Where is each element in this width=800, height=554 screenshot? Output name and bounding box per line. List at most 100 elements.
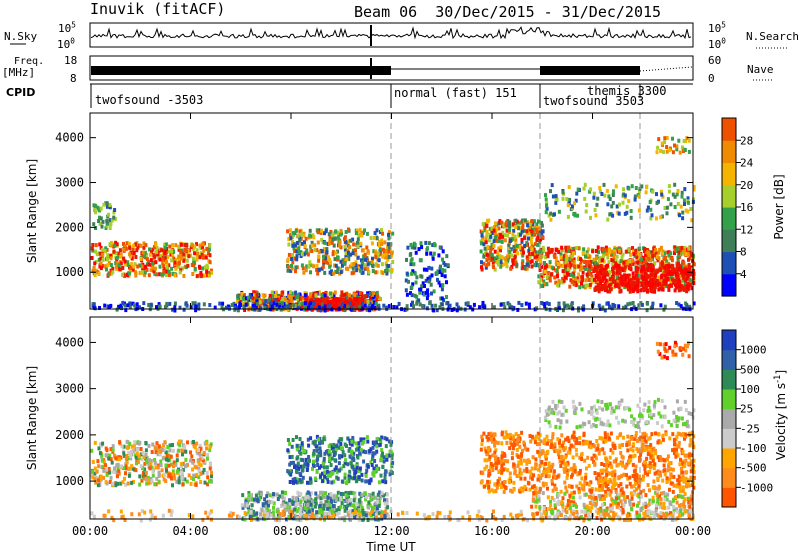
data-cell: [170, 258, 174, 263]
data-cell: [534, 260, 538, 265]
data-cell: [508, 224, 511, 229]
data-cell: [604, 251, 608, 256]
data-cell: [354, 479, 358, 484]
data-cell: [546, 246, 550, 251]
data-cell: [585, 250, 589, 255]
data-cell: [540, 275, 544, 280]
data-cell: [281, 501, 285, 506]
data-cell: [654, 269, 658, 274]
data-cell: [657, 287, 661, 292]
data-cell: [511, 222, 515, 227]
data-cell: [171, 243, 174, 247]
data-cell: [316, 463, 320, 467]
data-cell: [252, 497, 256, 502]
data-cell: [565, 258, 569, 263]
data-cell: [492, 228, 496, 233]
data-cell: [156, 465, 160, 470]
data-cell: [286, 264, 290, 269]
data-cell: [513, 255, 517, 260]
data-cell: [194, 465, 198, 470]
data-cell: [685, 136, 689, 141]
data-cell: [119, 254, 123, 259]
data-cell: [298, 229, 302, 234]
data-cell: [659, 277, 663, 282]
data-cell: [369, 292, 373, 297]
data-cell: [375, 464, 378, 469]
data-cell: [149, 268, 153, 273]
data-cell: [107, 456, 111, 461]
data-cell: [446, 263, 450, 268]
data-cell: [686, 209, 690, 214]
data-cell: [667, 287, 671, 292]
data-cell: [304, 495, 308, 500]
data-cell: [680, 286, 684, 291]
data-cell: [496, 251, 500, 255]
data-cell: [322, 459, 326, 464]
data-cell: [527, 236, 530, 241]
data-cell: [654, 250, 658, 255]
data-cell: [121, 272, 125, 277]
data-cell: [117, 457, 121, 462]
data-cell: [339, 228, 343, 233]
data-cell: [540, 283, 544, 288]
data-cell: [543, 269, 547, 274]
data-cell: [91, 243, 95, 247]
data-cell: [397, 301, 401, 306]
data-cell: [429, 251, 433, 256]
data-cell: [344, 239, 347, 244]
data-cell: [675, 276, 679, 281]
data-cell: [482, 254, 486, 259]
data-cell: [167, 249, 171, 254]
data-cell: [102, 202, 106, 207]
data-cell: [585, 262, 588, 267]
data-cell: [604, 264, 608, 269]
data-cell: [537, 250, 541, 255]
data-cell: [508, 228, 512, 232]
data-cell: [247, 491, 251, 496]
data-cell: [370, 263, 374, 267]
data-cell: [244, 499, 248, 504]
data-cell: [688, 282, 692, 287]
data-cell: [179, 268, 183, 273]
data-cell: [343, 300, 347, 305]
data-cell: [617, 304, 621, 309]
data-cell: [132, 264, 136, 269]
data-cell: [548, 250, 551, 255]
data-cell: [528, 225, 532, 230]
data-cell: [494, 235, 498, 239]
data-cell: [313, 504, 317, 509]
data-cell: [530, 247, 534, 252]
data-cell: [676, 264, 680, 269]
data-cell: [366, 249, 370, 254]
data-cell: [353, 491, 357, 496]
data-cell: [542, 279, 546, 284]
data-cell: [440, 267, 444, 272]
data-cell: [549, 189, 552, 194]
data-cell: [279, 307, 283, 312]
data-cell: [692, 269, 696, 273]
data-cell: [440, 302, 444, 307]
data-cell: [323, 474, 327, 479]
data-cell: [181, 266, 184, 271]
data-cell: [153, 458, 157, 462]
data-cell: [173, 305, 177, 310]
data-cell: [527, 305, 531, 310]
data-cell: [576, 187, 580, 192]
data-cell: [310, 508, 314, 513]
data-cell: [295, 257, 299, 262]
data-cell: [590, 280, 594, 285]
data-cell: [208, 303, 212, 307]
data-cell: [156, 252, 160, 257]
data-cell: [290, 264, 293, 268]
data-cell: [141, 471, 145, 475]
power-time-markers: [390, 113, 641, 309]
data-cell: [561, 196, 565, 201]
data-cell: [686, 252, 690, 257]
data-cell: [579, 262, 583, 267]
data-cell: [180, 256, 184, 261]
data-cell: [647, 256, 651, 261]
data-cell: [656, 279, 660, 284]
data-cell: [147, 481, 151, 486]
data-cell: [384, 444, 388, 449]
data-cell: [361, 301, 364, 306]
